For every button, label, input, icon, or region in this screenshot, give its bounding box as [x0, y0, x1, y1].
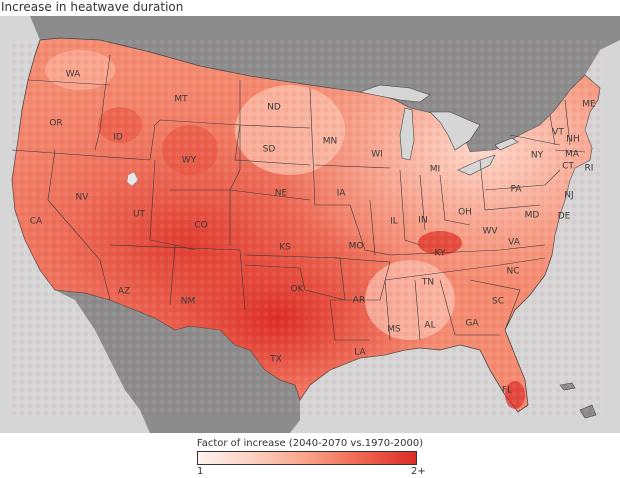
state-label-il: IL — [390, 217, 398, 227]
lake-superior — [358, 84, 431, 103]
state-label-ne: NE — [275, 189, 288, 199]
state-label-ok: OK — [291, 285, 305, 295]
state-label-tx: TX — [269, 355, 282, 365]
state-label-wi: WI — [371, 150, 383, 160]
state-label-de: DE — [558, 212, 571, 222]
state-label-vt: VT — [552, 128, 564, 138]
state-label-ca: CA — [30, 217, 43, 227]
state-label-tn: TN — [421, 278, 434, 288]
state-label-nj: NJ — [564, 191, 573, 201]
state-label-or: OR — [49, 119, 62, 129]
state-label-sc: SC — [492, 297, 504, 307]
state-label-oh: OH — [458, 208, 472, 218]
state-labels: WA OR ID MT WY ND SD NE NV UT CO CA KS A… — [30, 70, 596, 396]
state-label-co: CO — [194, 221, 207, 231]
state-label-ma: MA — [565, 150, 580, 160]
state-label-ga: GA — [465, 319, 479, 329]
state-label-nv: NV — [76, 193, 90, 203]
legend-color-ramp — [197, 451, 417, 465]
state-label-mi: MI — [430, 165, 440, 175]
state-label-id: ID — [113, 133, 123, 143]
state-label-nh: NH — [566, 135, 580, 145]
lake-erie — [457, 154, 496, 176]
state-label-sd: SD — [263, 145, 276, 155]
state-label-wv: WV — [482, 227, 498, 237]
state-label-va: VA — [508, 238, 521, 248]
state-label-ri: RI — [585, 164, 594, 174]
lake-huron — [429, 111, 481, 151]
state-label-ms: MS — [387, 325, 401, 335]
state-label-fl: FL — [502, 386, 512, 396]
state-label-in: IN — [418, 216, 427, 226]
color-legend: Factor of increase (2040-2070 vs.1970-20… — [0, 433, 620, 478]
state-label-nd: ND — [267, 103, 281, 113]
lake-michigan — [399, 107, 415, 161]
state-label-mn: MN — [323, 137, 338, 147]
state-label-wa: WA — [66, 70, 81, 80]
state-label-md: MD — [525, 211, 540, 221]
state-label-me: ME — [582, 100, 596, 110]
state-label-ks: KS — [279, 243, 291, 253]
state-label-ny: NY — [531, 151, 544, 161]
state-borders — [11, 54, 586, 341]
state-label-pa: PA — [510, 185, 522, 195]
state-label-nm: NM — [181, 297, 196, 307]
state-label-al: AL — [424, 321, 435, 331]
state-label-mt: MT — [174, 95, 188, 105]
lake-ontario — [494, 137, 519, 151]
map-title: Increase in heatwave duration — [1, 0, 184, 14]
state-label-wy: WY — [182, 156, 197, 166]
state-label-ia: IA — [337, 189, 347, 199]
state-label-ct: CT — [562, 162, 574, 172]
heatwave-map: WA OR ID MT WY ND SD NE NV UT CO CA KS A… — [0, 16, 620, 433]
state-label-mo: MO — [349, 242, 364, 252]
state-label-ut: UT — [133, 210, 146, 220]
great-salt-lake — [126, 171, 139, 187]
legend-max-label: 2+ — [411, 466, 426, 477]
state-label-ar: AR — [353, 296, 365, 306]
state-label-nc: NC — [506, 267, 519, 277]
state-label-la: LA — [354, 348, 366, 358]
state-label-ky: KY — [434, 249, 446, 259]
legend-min-label: 1 — [197, 466, 204, 477]
state-label-az: AZ — [118, 287, 130, 297]
legend-title: Factor of increase (2040-2070 vs.1970-20… — [196, 438, 424, 449]
